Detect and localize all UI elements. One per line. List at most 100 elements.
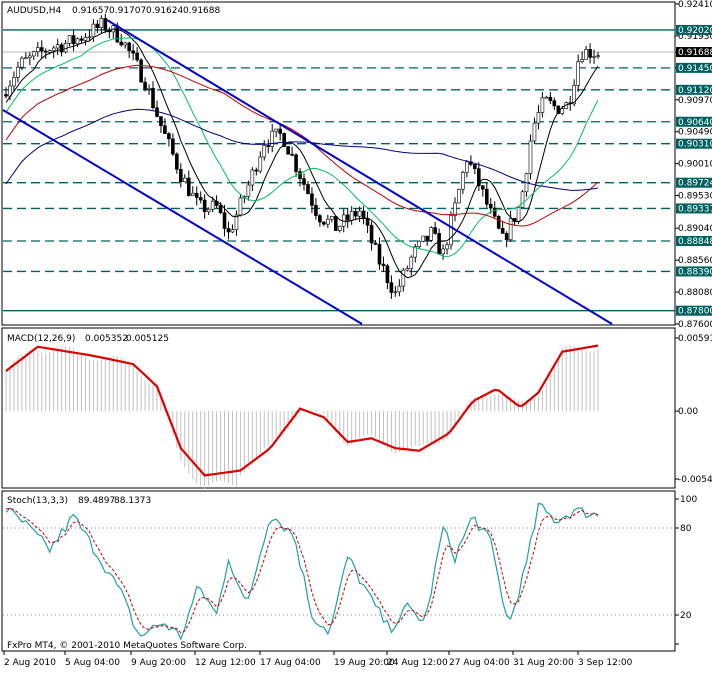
- candle-body: [135, 52, 139, 61]
- price-header-low: 0.91624: [146, 6, 183, 16]
- candle-body: [441, 248, 445, 255]
- level-label-bg: [676, 266, 712, 277]
- x-tick-label: 19 Aug 20:00: [334, 658, 395, 668]
- price-y-tick-label: 0.88080: [678, 288, 712, 298]
- candle-body: [381, 263, 386, 267]
- candle-body: [425, 235, 429, 241]
- level-label: 0.90310: [678, 140, 712, 150]
- candle-body: [282, 133, 286, 147]
- candle-body: [576, 61, 580, 86]
- candle-body: [91, 23, 96, 38]
- macd-header-name: MACD(12,26,9): [7, 334, 75, 344]
- candle-body: [278, 128, 282, 134]
- level-label: 0.90640: [678, 118, 712, 128]
- macd-y-tick-label: 0.00591: [678, 334, 712, 344]
- candle-body: [47, 50, 52, 53]
- candle-body: [302, 178, 306, 185]
- stoch-panel-frame: [1, 490, 676, 652]
- candle-body: [294, 154, 298, 172]
- candle-body: [337, 225, 342, 231]
- stoch-header-v1: 89.4897: [78, 496, 115, 506]
- candle-body: [532, 122, 537, 142]
- candle-body: [496, 216, 501, 229]
- candle-body: [377, 244, 382, 265]
- candle-body: [298, 171, 302, 179]
- candle-body: [536, 112, 541, 124]
- candle-body: [143, 81, 147, 90]
- candle-body: [139, 59, 143, 83]
- candle-body: [286, 146, 290, 155]
- price-y-tick-label: 0.90490: [678, 128, 712, 138]
- candle-body: [32, 51, 36, 57]
- level-label-bg: [676, 84, 712, 95]
- candle-body: [465, 161, 469, 173]
- candle-body: [326, 218, 330, 225]
- candle-body: [266, 145, 271, 147]
- x-tick-label: 24 Aug 12:00: [387, 658, 448, 668]
- price-header-close: 0.91688: [183, 6, 220, 16]
- level-label: 0.89337: [678, 204, 712, 214]
- candle-body: [75, 38, 80, 45]
- candle-body: [222, 212, 227, 229]
- candle-body: [198, 197, 203, 201]
- candle-body: [429, 227, 433, 241]
- candle-body: [596, 55, 600, 57]
- level-label-bg: [676, 62, 712, 73]
- candle-body: [361, 210, 366, 219]
- candle-body: [540, 97, 545, 113]
- candle-body: [230, 229, 235, 233]
- candle-body: [449, 215, 453, 246]
- candle-body: [413, 246, 418, 258]
- moving-average-line: [5, 64, 599, 227]
- candle-body: [500, 228, 505, 234]
- candle-body: [310, 193, 314, 206]
- level-label: 0.91120: [678, 86, 712, 96]
- candle-body: [437, 233, 441, 255]
- candle-body: [103, 18, 108, 31]
- channel-upper-line: [106, 19, 613, 325]
- candle-body: [401, 269, 406, 287]
- candle-body: [151, 87, 155, 109]
- x-tick-label: 9 Aug 20:00: [131, 658, 186, 668]
- candle-body: [35, 47, 40, 52]
- level-label: 0.89724: [678, 179, 712, 189]
- candle-body: [369, 224, 374, 244]
- level-label-bg: [676, 177, 712, 188]
- candle-body: [548, 96, 553, 101]
- candle-body: [234, 214, 239, 230]
- level-label-bg: [676, 116, 712, 127]
- macd-header-v2: 0.005125: [126, 334, 169, 344]
- candle-body: [397, 285, 402, 293]
- price-header-high: 0.91707: [109, 6, 146, 16]
- moving-average-line: [5, 108, 599, 191]
- moving-averages: [5, 28, 599, 279]
- candle-body: [520, 191, 525, 208]
- candle-body: [314, 205, 318, 216]
- candle-body: [127, 42, 131, 52]
- candle-body: [55, 44, 60, 49]
- candle-body: [83, 37, 88, 41]
- price-y-tick-label: 0.89530: [678, 192, 712, 202]
- candle-body: [179, 169, 183, 183]
- candle-body: [254, 169, 259, 172]
- price-y-tick-label: 0.89040: [678, 224, 712, 234]
- x-tick-label: 3 Sep 12:00: [578, 658, 633, 668]
- candle-body: [516, 207, 521, 222]
- candle-body: [119, 41, 124, 46]
- axis-labels: 0.92410 0.91930 0.91688 0.91450 0.90970 0.904…: [3, 0, 712, 668]
- macd-y-tick-label: 0.00: [678, 407, 698, 417]
- candle-body: [4, 94, 8, 97]
- candle-body: [183, 177, 187, 183]
- candle-body: [250, 169, 255, 186]
- x-tick-label: 2 Aug 2010: [4, 658, 56, 668]
- candle-body: [385, 265, 390, 283]
- candle-body: [453, 202, 457, 216]
- panel-frames: [1, 1, 676, 652]
- candle-body: [210, 200, 215, 210]
- candle-body: [445, 244, 449, 250]
- candle-body: [592, 56, 596, 58]
- candle-body: [218, 205, 223, 214]
- candle-body: [349, 211, 354, 221]
